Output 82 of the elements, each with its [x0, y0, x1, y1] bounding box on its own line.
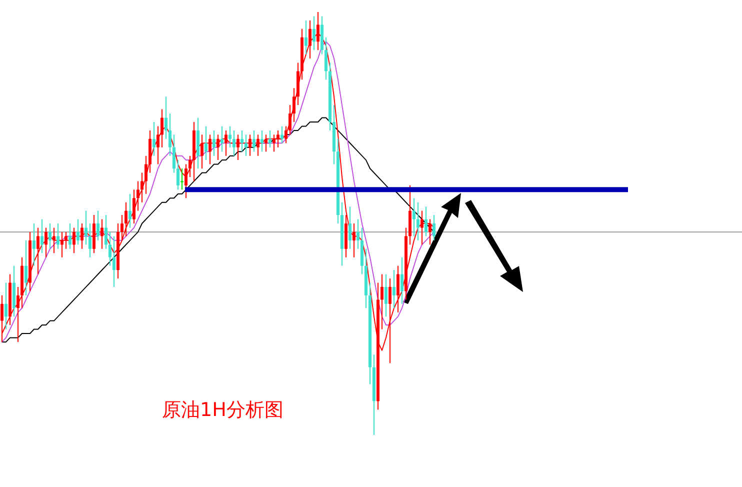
candlestick [272, 134, 276, 152]
candlestick [160, 108, 164, 148]
candlestick [172, 134, 176, 174]
candlestick [36, 227, 40, 275]
candlestick [4, 282, 8, 330]
candlestick [24, 240, 28, 296]
candlestick [108, 231, 112, 266]
candlestick [32, 223, 36, 266]
candlestick [16, 286, 20, 342]
candlestick [396, 265, 400, 313]
candlestick [208, 134, 212, 165]
candlestick [84, 210, 88, 246]
candlestick [412, 198, 416, 237]
candlestick [244, 134, 248, 156]
candlestick [268, 130, 272, 148]
candlestick [428, 218, 432, 246]
candlestick [228, 126, 232, 148]
candlestick [212, 130, 216, 156]
candlestick [180, 168, 184, 190]
candlestick [248, 134, 252, 156]
candlestick [100, 218, 104, 250]
candlestick [292, 88, 296, 122]
candlestick [156, 126, 160, 165]
candlestick [324, 36, 328, 80]
candlestick [72, 227, 76, 254]
candlestick [432, 214, 436, 241]
candlestick [304, 20, 308, 55]
candlestick [176, 160, 180, 190]
candlestick [260, 130, 264, 152]
candlestick [140, 172, 144, 203]
candlestick [188, 155, 192, 178]
candlestick [352, 223, 356, 258]
candlestick [288, 104, 292, 136]
candlestick [200, 134, 204, 170]
candlestick [416, 202, 420, 241]
candlestick [60, 231, 64, 258]
candlestick [232, 130, 236, 156]
candlestick [184, 164, 188, 199]
candlestick [128, 193, 132, 228]
candlestick [132, 189, 136, 224]
candlestick [168, 113, 172, 156]
candlestick [80, 223, 84, 250]
candlestick [136, 180, 140, 212]
candlestick [40, 218, 44, 254]
candlestick [280, 126, 284, 144]
candlestick [276, 130, 280, 148]
candlestick [48, 223, 52, 250]
candlestick [348, 206, 352, 250]
candlestick [56, 223, 60, 250]
candlestick [356, 218, 360, 250]
candlestick [144, 155, 148, 194]
candlestick [112, 236, 116, 288]
candlestick [152, 121, 156, 156]
candlestick [104, 214, 108, 250]
annotation: 原油1H分析图 [162, 399, 284, 421]
candlestick [400, 256, 404, 304]
candlestick [224, 130, 228, 156]
candlestick [284, 126, 288, 144]
candlestick [76, 218, 80, 246]
candlestick [96, 210, 100, 241]
candlestick [380, 274, 384, 330]
candlestick [256, 134, 260, 156]
candlestick [44, 227, 48, 258]
candlestick [220, 126, 224, 152]
candlestick [124, 202, 128, 237]
candlestick [164, 96, 168, 140]
candlestick [312, 16, 316, 51]
candlestick [64, 231, 68, 250]
candlestick [424, 206, 428, 237]
candlestick [420, 210, 424, 246]
candlestick [252, 130, 256, 152]
candlestick [52, 227, 56, 254]
candlestick [264, 134, 268, 152]
candlestick [384, 274, 388, 318]
candlestick [204, 126, 208, 161]
candlestick [392, 270, 396, 309]
candlestick [236, 134, 240, 161]
candlestick [68, 223, 72, 250]
candlestick [216, 134, 220, 161]
candlestick [88, 223, 92, 258]
candlestick [120, 214, 124, 241]
candlestick [240, 130, 244, 152]
